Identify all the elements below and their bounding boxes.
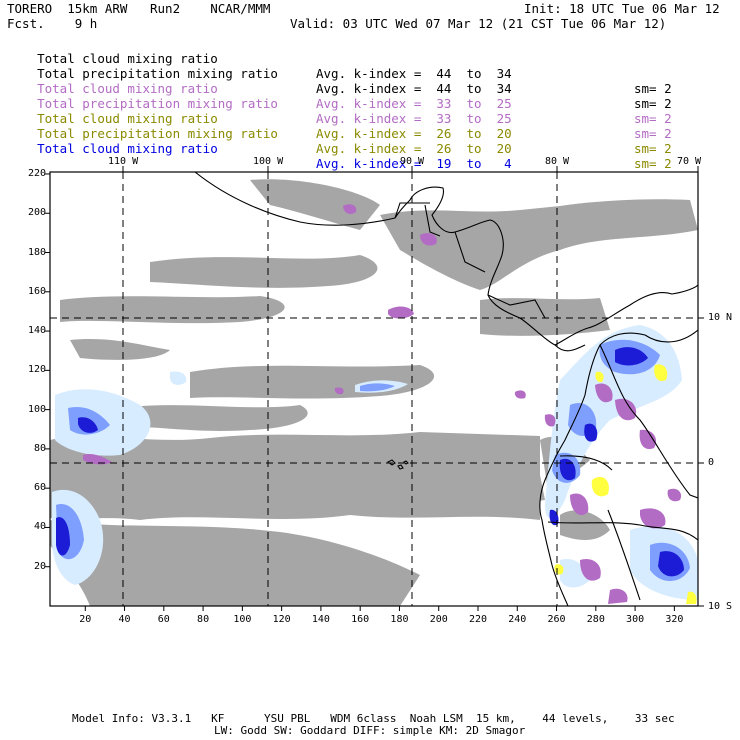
x-tick-label: 320 xyxy=(665,614,684,625)
legend-row: Total cloud mixing ratio Avg. k-index = … xyxy=(7,96,672,171)
legend-sm: sm= 2 xyxy=(634,156,672,171)
x-tick-label: 80 xyxy=(197,614,210,625)
legend-stat: Avg. k-index = 26 to 20 xyxy=(316,141,512,156)
model-title: TORERO 15km ARW Run2 NCAR/MMM xyxy=(7,1,271,16)
map-frame xyxy=(49,171,699,607)
x-tick-label: 280 xyxy=(586,614,605,625)
coastlines xyxy=(194,172,698,606)
y-tick-label: 100 xyxy=(27,403,46,415)
lon-label: 110 W xyxy=(108,156,139,167)
x-index-ticks xyxy=(84,606,675,611)
legend-stat: Avg. k-index = 44 to 34 xyxy=(316,66,512,81)
legend-stat: Avg. k-index = 33 to 25 xyxy=(316,111,512,126)
y-tick-label: 20 xyxy=(33,560,46,572)
forecast-hour: Fcst. 9 h xyxy=(7,16,98,31)
y-tick-label: 60 xyxy=(33,482,46,494)
y-tick-label: 220 xyxy=(27,167,46,179)
lat-label: 0 xyxy=(708,457,715,468)
legend-field: Total precipitation mixing ratio xyxy=(37,96,278,111)
lat-label: 10 N xyxy=(708,312,733,323)
legend-sm: sm= 2 xyxy=(634,141,672,156)
x-tick-label: 140 xyxy=(311,614,330,625)
legend-field: Total precipitation mixing ratio xyxy=(37,126,278,141)
legend-field: Total precipitation mixing ratio xyxy=(37,66,278,81)
x-tick-label: 20 xyxy=(79,614,92,625)
legend-field: Total cloud mixing ratio xyxy=(37,111,218,126)
init-time: Init: 18 UTC Tue 06 Mar 12 xyxy=(524,1,720,16)
legend-field: Total cloud mixing ratio xyxy=(37,81,218,96)
lon-label: 70 W xyxy=(677,156,702,167)
legend-row: Total precipitation mixing ratio Avg. k-… xyxy=(7,51,672,126)
legend-row: Total precipitation mixing ratio Avg. k-… xyxy=(7,111,672,186)
x-tick-label: 260 xyxy=(547,614,566,625)
right-ticks xyxy=(698,317,704,607)
y-tick-label: 160 xyxy=(27,285,46,297)
x-tick-label: 200 xyxy=(429,614,448,625)
y-tick-label: 140 xyxy=(27,325,46,337)
y-tick-label: 120 xyxy=(27,364,46,376)
x-tick-label: 180 xyxy=(390,614,409,625)
y-tick-label: 180 xyxy=(27,246,46,258)
x-tick-label: 40 xyxy=(118,614,131,625)
lon-label: 100 W xyxy=(253,156,284,167)
graticule xyxy=(50,172,698,606)
lat-label: 10 S xyxy=(708,601,733,612)
x-tick-label: 60 xyxy=(157,614,170,625)
legend-row: Total precipitation mixing ratio Avg. k-… xyxy=(7,81,672,156)
top-ticks xyxy=(122,166,699,172)
valid-time: Valid: 03 UTC Wed 07 Mar 12 (21 CST Tue … xyxy=(290,16,667,31)
legend-sm: sm= 2 xyxy=(634,126,672,141)
legend-field: Total cloud mixing ratio xyxy=(37,51,218,66)
legend-stat: Avg. k-index = 33 to 25 xyxy=(316,96,512,111)
legend-row: Total cloud mixing ratio Avg. k-index = … xyxy=(7,126,512,186)
x-tick-label: 100 xyxy=(233,614,252,625)
legend-stat: Avg. k-index = 44 to 34 xyxy=(316,81,512,96)
y-tick-label: 40 xyxy=(33,521,46,533)
x-tick-label: 160 xyxy=(351,614,370,625)
x-tick-label: 300 xyxy=(626,614,645,625)
legend-stat: Avg. k-index = 26 to 20 xyxy=(316,126,512,141)
legend-sm: sm= 2 xyxy=(634,96,672,111)
legend-stat: Avg. k-index = 19 to 4 xyxy=(316,156,512,171)
model-info: Model Info: V3.3.1 KF YSU PBL WDM 6class… xyxy=(72,712,675,725)
precip-field-yellow xyxy=(554,364,697,604)
cloud-field-deep-blue xyxy=(56,347,684,577)
legend-row: Total cloud mixing ratio Avg. k-index = … xyxy=(7,36,672,111)
map-fields xyxy=(50,172,698,606)
legend-row: Total cloud mixing ratio Avg. k-index = … xyxy=(7,66,672,141)
legend-sm: sm= 2 xyxy=(634,111,672,126)
lon-label: 80 W xyxy=(545,156,570,167)
legend-sm: sm= 2 xyxy=(634,81,672,96)
lon-label: 90 W xyxy=(400,156,425,167)
x-tick-label: 120 xyxy=(272,614,291,625)
precip-field-purple xyxy=(83,204,682,604)
y-tick-label: 80 xyxy=(33,442,46,454)
y-index-ticks xyxy=(45,173,50,568)
x-tick-label: 240 xyxy=(508,614,527,625)
x-tick-label: 220 xyxy=(468,614,488,625)
legend-field: Total cloud mixing ratio xyxy=(37,141,218,156)
y-tick-label: 200 xyxy=(27,207,46,219)
model-physics: LW: Godd SW: Goddard DIFF: simple KM: 2D… xyxy=(214,724,526,737)
